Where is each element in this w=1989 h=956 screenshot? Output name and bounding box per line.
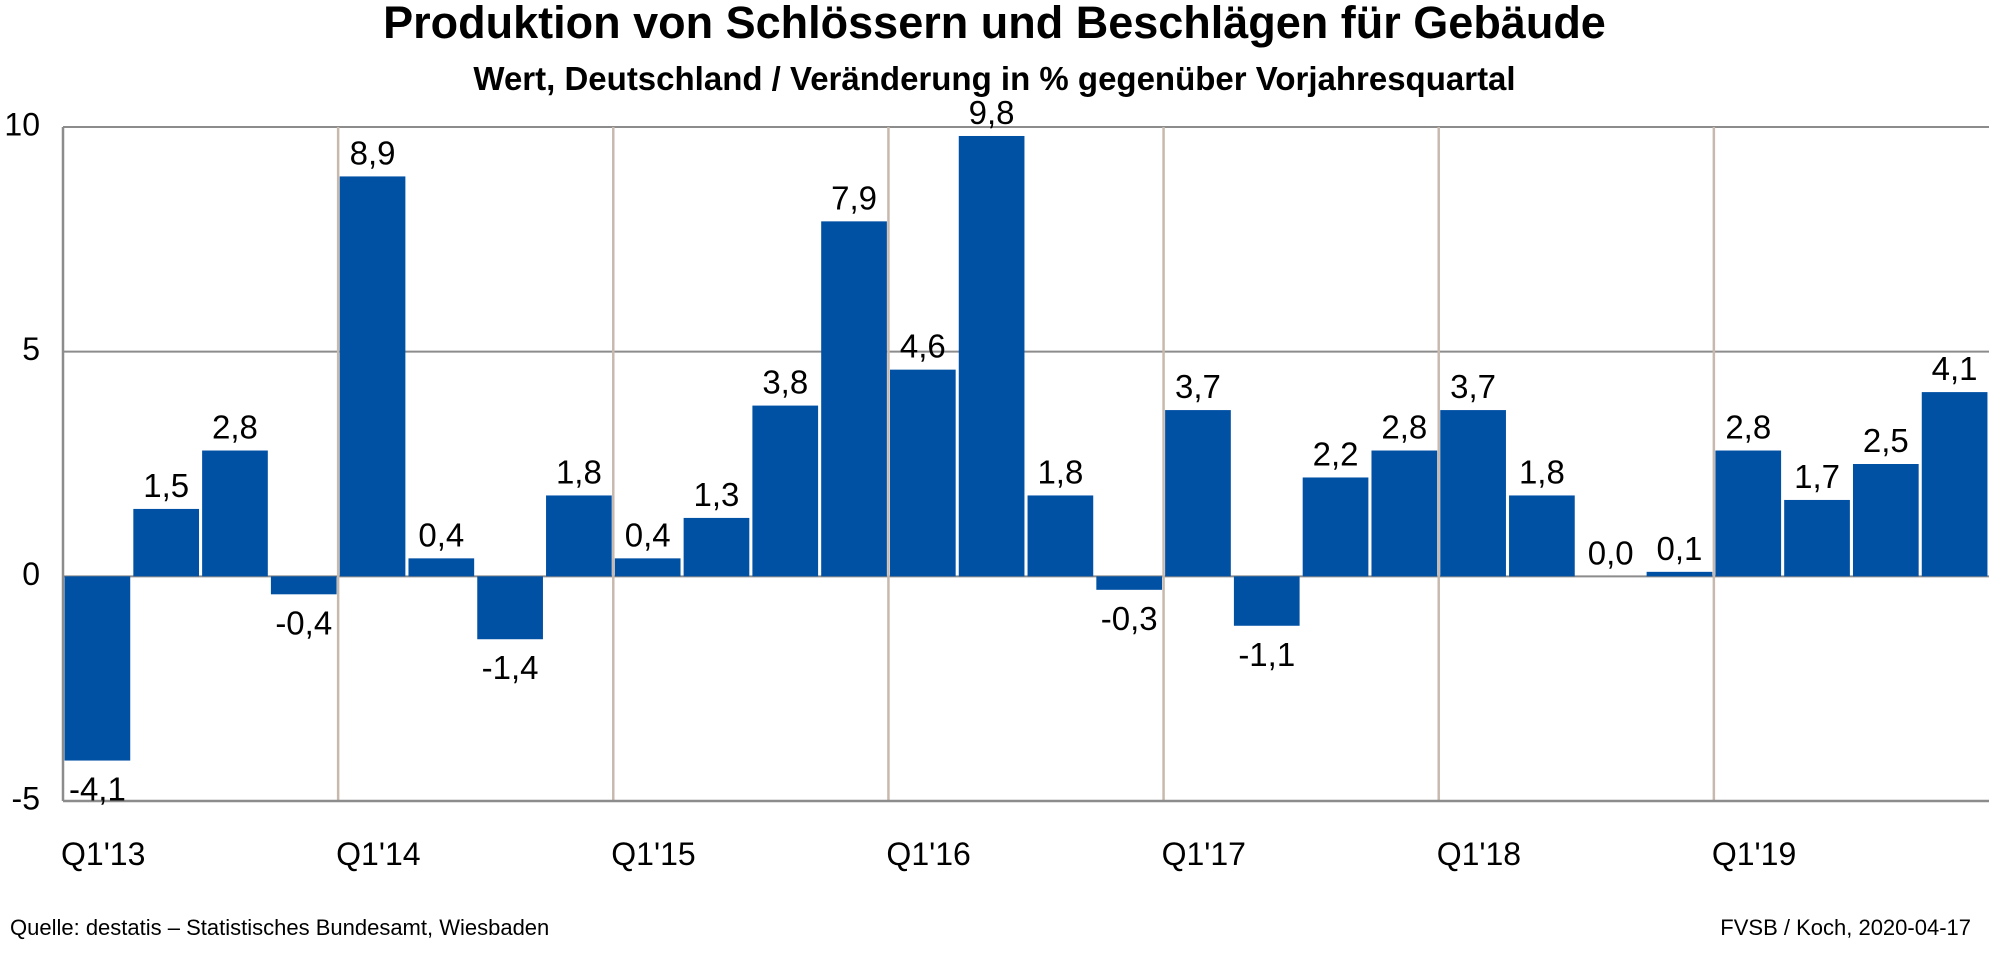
data-label: 0,4 [625, 516, 671, 553]
bar-q1-14 [339, 176, 406, 577]
data-label: 0,0 [1588, 534, 1634, 571]
bar-q1-16 [889, 369, 956, 577]
bar-layer [64, 135, 1988, 761]
bar-q3-17 [1302, 477, 1369, 577]
data-label: 7,9 [831, 179, 877, 216]
data-label: 1,8 [1519, 453, 1565, 490]
chart-title: Produktion von Schlössern und Beschlägen… [383, 0, 1606, 48]
data-label: 4,1 [1932, 350, 1978, 387]
x-tick-label: Q1'19 [1712, 836, 1796, 872]
data-label: 8,9 [350, 134, 396, 171]
credit-note: FVSB / Koch, 2020-04-17 [1720, 915, 1971, 940]
label-layer: -5 0 5 10 Q1'13 Q1'14 Q1'15 Q1'16 Q1'17 Q1'18 Q1'1… [4, 94, 1977, 872]
bar-q3-15 [752, 405, 819, 577]
bar-q3-16 [1027, 495, 1094, 577]
bar-q1-19 [1715, 450, 1782, 577]
bar-q3-14 [477, 576, 543, 640]
data-label: 3,8 [762, 364, 808, 401]
bar-q4-16 [1096, 576, 1163, 590]
data-label: 2,2 [1313, 435, 1359, 472]
x-tick-label: Q1'17 [1162, 836, 1246, 872]
bar-q2-18 [1509, 495, 1575, 577]
data-label: 1,7 [1794, 458, 1840, 495]
bar-q2-13 [133, 508, 200, 577]
x-tick-label: Q1'13 [61, 836, 145, 872]
bar-q4-17 [1371, 450, 1438, 577]
data-label: 2,8 [212, 409, 258, 446]
data-label: -0,3 [1101, 600, 1158, 637]
x-tick-label: Q1'15 [611, 836, 695, 872]
bar-q2-14 [408, 558, 475, 577]
bar-q4-18 [1646, 571, 1713, 577]
axis-layer [61, 127, 1989, 803]
data-label: 2,5 [1863, 422, 1909, 459]
bar-q4-14 [546, 495, 612, 577]
bar-q4-19 [1921, 392, 1988, 577]
bar-q4-15 [821, 221, 887, 577]
data-label: -1,1 [1238, 636, 1295, 673]
bar-q4-13 [270, 576, 337, 595]
bar-q1-15 [614, 558, 681, 577]
data-label: 3,7 [1450, 368, 1496, 405]
data-label: 3,7 [1175, 368, 1221, 405]
data-label: 4,6 [900, 328, 946, 365]
x-tick-label: Q1'14 [336, 836, 420, 872]
data-label: -1,4 [482, 649, 539, 686]
data-label: 1,5 [143, 467, 189, 504]
data-label: 2,8 [1381, 409, 1427, 446]
x-tick-label: Q1'16 [886, 836, 970, 872]
bar-q3-13 [202, 450, 268, 577]
bar-q3-19 [1852, 464, 1919, 577]
bar-q1-18 [1440, 410, 1506, 577]
data-label: 9,8 [969, 94, 1015, 131]
data-label: 1,8 [1037, 453, 1083, 490]
source-note: Quelle: destatis – Statistisches Bundesa… [10, 915, 550, 940]
bar-q2-19 [1784, 499, 1850, 577]
data-label: 1,8 [556, 453, 602, 490]
y-tick-label: -5 [12, 780, 40, 816]
data-label: 2,8 [1725, 409, 1771, 446]
data-label: -0,4 [275, 604, 332, 641]
y-tick-label: 0 [22, 556, 40, 592]
data-label: 0,1 [1657, 530, 1703, 567]
data-label: 1,3 [694, 476, 740, 513]
bar-q1-17 [1165, 410, 1231, 577]
bar-q2-15 [683, 517, 750, 577]
x-tick-label: Q1'18 [1437, 836, 1521, 872]
y-tick-label: 5 [22, 331, 40, 367]
chart-subtitle: Wert, Deutschland / Veränderung in % geg… [473, 60, 1516, 97]
bar-q1-13 [64, 576, 131, 761]
data-label: -4,1 [69, 771, 126, 808]
bar-q2-17 [1233, 576, 1300, 626]
bar-q2-16 [958, 135, 1025, 577]
y-tick-label: 10 [4, 106, 40, 142]
data-label: 0,4 [418, 516, 464, 553]
